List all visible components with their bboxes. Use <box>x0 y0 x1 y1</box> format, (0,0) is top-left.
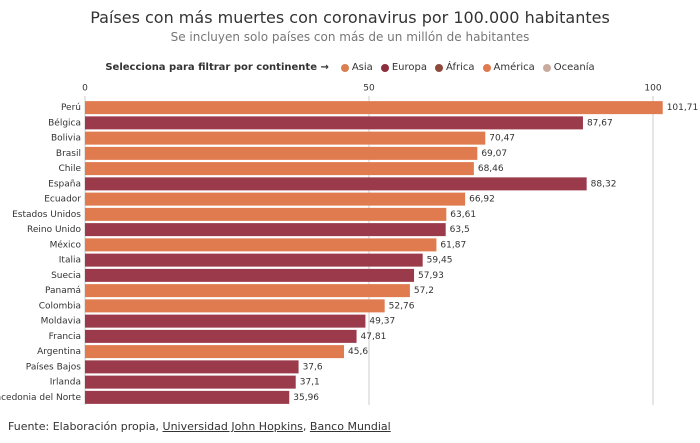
bar <box>85 223 446 237</box>
legend-swatch <box>434 63 443 72</box>
bar <box>85 131 486 145</box>
y-tick-label: Francia <box>49 332 81 342</box>
value-label: 63,61 <box>450 210 476 220</box>
source-text: , <box>302 420 310 433</box>
bar <box>85 238 437 252</box>
y-tick-label: México <box>50 239 82 250</box>
y-tick-label: Reino Unido <box>27 225 81 235</box>
bar <box>85 207 447 221</box>
value-label: 68,46 <box>478 164 504 174</box>
value-label: 66,92 <box>469 195 495 205</box>
y-tick-label: Chile <box>58 164 81 174</box>
x-tick-label: 100 <box>644 84 661 94</box>
y-tick-label: Irlanda <box>50 378 81 388</box>
value-label: 49,37 <box>369 317 395 327</box>
y-tick-label: Países Bajos <box>26 362 82 372</box>
bar <box>85 360 299 374</box>
bar <box>85 390 290 404</box>
legend-swatch <box>542 63 551 72</box>
legend-swatch <box>340 63 349 72</box>
y-tick-label: Argentina <box>37 347 81 357</box>
y-tick-label: Colombia <box>39 301 81 311</box>
legend-item[interactable]: Oceanía <box>542 62 595 73</box>
value-label: 88,32 <box>591 179 617 189</box>
bar <box>85 299 385 313</box>
y-tick-label: Estados Unidos <box>12 210 81 220</box>
y-tick-label: Suecia <box>51 271 81 281</box>
bar <box>85 268 415 282</box>
value-label: 63,5 <box>450 225 470 235</box>
y-tick-label: acedonia del Norte <box>0 393 81 403</box>
bar <box>85 253 423 267</box>
legend-swatch <box>482 63 491 72</box>
value-label: 101,71 <box>667 103 699 113</box>
bar <box>85 162 474 176</box>
value-label: 57,2 <box>414 286 434 296</box>
y-tick-label: Moldavia <box>41 317 81 327</box>
source-link[interactable]: Banco Mundial <box>309 420 391 433</box>
value-label: 70,47 <box>489 134 515 144</box>
y-tick-label: Panamá <box>45 286 81 296</box>
legend-text: América <box>493 62 535 73</box>
y-tick-label: España <box>48 179 81 189</box>
value-label: 61,87 <box>440 240 466 250</box>
source-link[interactable]: Universidad John Hopkins <box>162 420 303 433</box>
value-label: 52,76 <box>389 301 415 311</box>
value-label: 87,67 <box>587 118 613 128</box>
value-label: 37,6 <box>303 362 323 372</box>
legend-text: África <box>445 62 475 73</box>
y-tick-label: Bélgica <box>48 117 81 128</box>
y-tick-label: Perú <box>61 103 81 113</box>
chart-title: Países con más muertes con coronavirus p… <box>90 8 610 27</box>
value-label: 45,6 <box>348 347 368 357</box>
bar <box>85 329 357 343</box>
legend-label: Selecciona para filtrar por continente → <box>105 62 329 73</box>
y-tick-label: Brasil <box>56 149 81 159</box>
bar <box>85 284 410 298</box>
source-text: Fuente: Elaboración propia, <box>8 420 163 433</box>
legend: Selecciona para filtrar por continente →… <box>0 62 700 73</box>
legend-text: Oceanía <box>553 62 595 73</box>
value-label: 47,81 <box>361 332 387 342</box>
bar <box>85 314 366 328</box>
value-label: 37,1 <box>300 378 320 388</box>
bar <box>85 116 583 130</box>
footer: Fuente: Elaboración propia, Universidad … <box>8 420 391 433</box>
legend-item[interactable]: América <box>482 62 535 73</box>
value-label: 59,45 <box>427 256 453 266</box>
value-label: 69,07 <box>481 149 507 159</box>
legend-item[interactable]: Europa <box>380 62 427 73</box>
y-tick-label: Ecuador <box>44 195 81 205</box>
bar <box>85 192 466 206</box>
y-tick-label: Bolivia <box>51 134 81 144</box>
bar <box>85 101 663 115</box>
value-label: 35,96 <box>293 393 319 403</box>
x-tick-label: 50 <box>363 84 375 94</box>
value-label: 57,93 <box>418 271 444 281</box>
legend-item[interactable]: África <box>434 62 475 73</box>
bar <box>85 345 345 359</box>
x-tick-label: 0 <box>82 84 88 94</box>
legend-text: Asia <box>351 62 373 73</box>
bar <box>85 375 296 389</box>
legend-item[interactable]: Asia <box>340 62 373 73</box>
bar <box>85 177 587 191</box>
y-tick-label: Italia <box>59 256 81 266</box>
chart-subtitle: Se incluyen solo países con más de un mi… <box>170 30 530 44</box>
bar <box>85 146 478 160</box>
legend-swatch <box>380 63 389 72</box>
legend-text: Europa <box>391 62 427 73</box>
